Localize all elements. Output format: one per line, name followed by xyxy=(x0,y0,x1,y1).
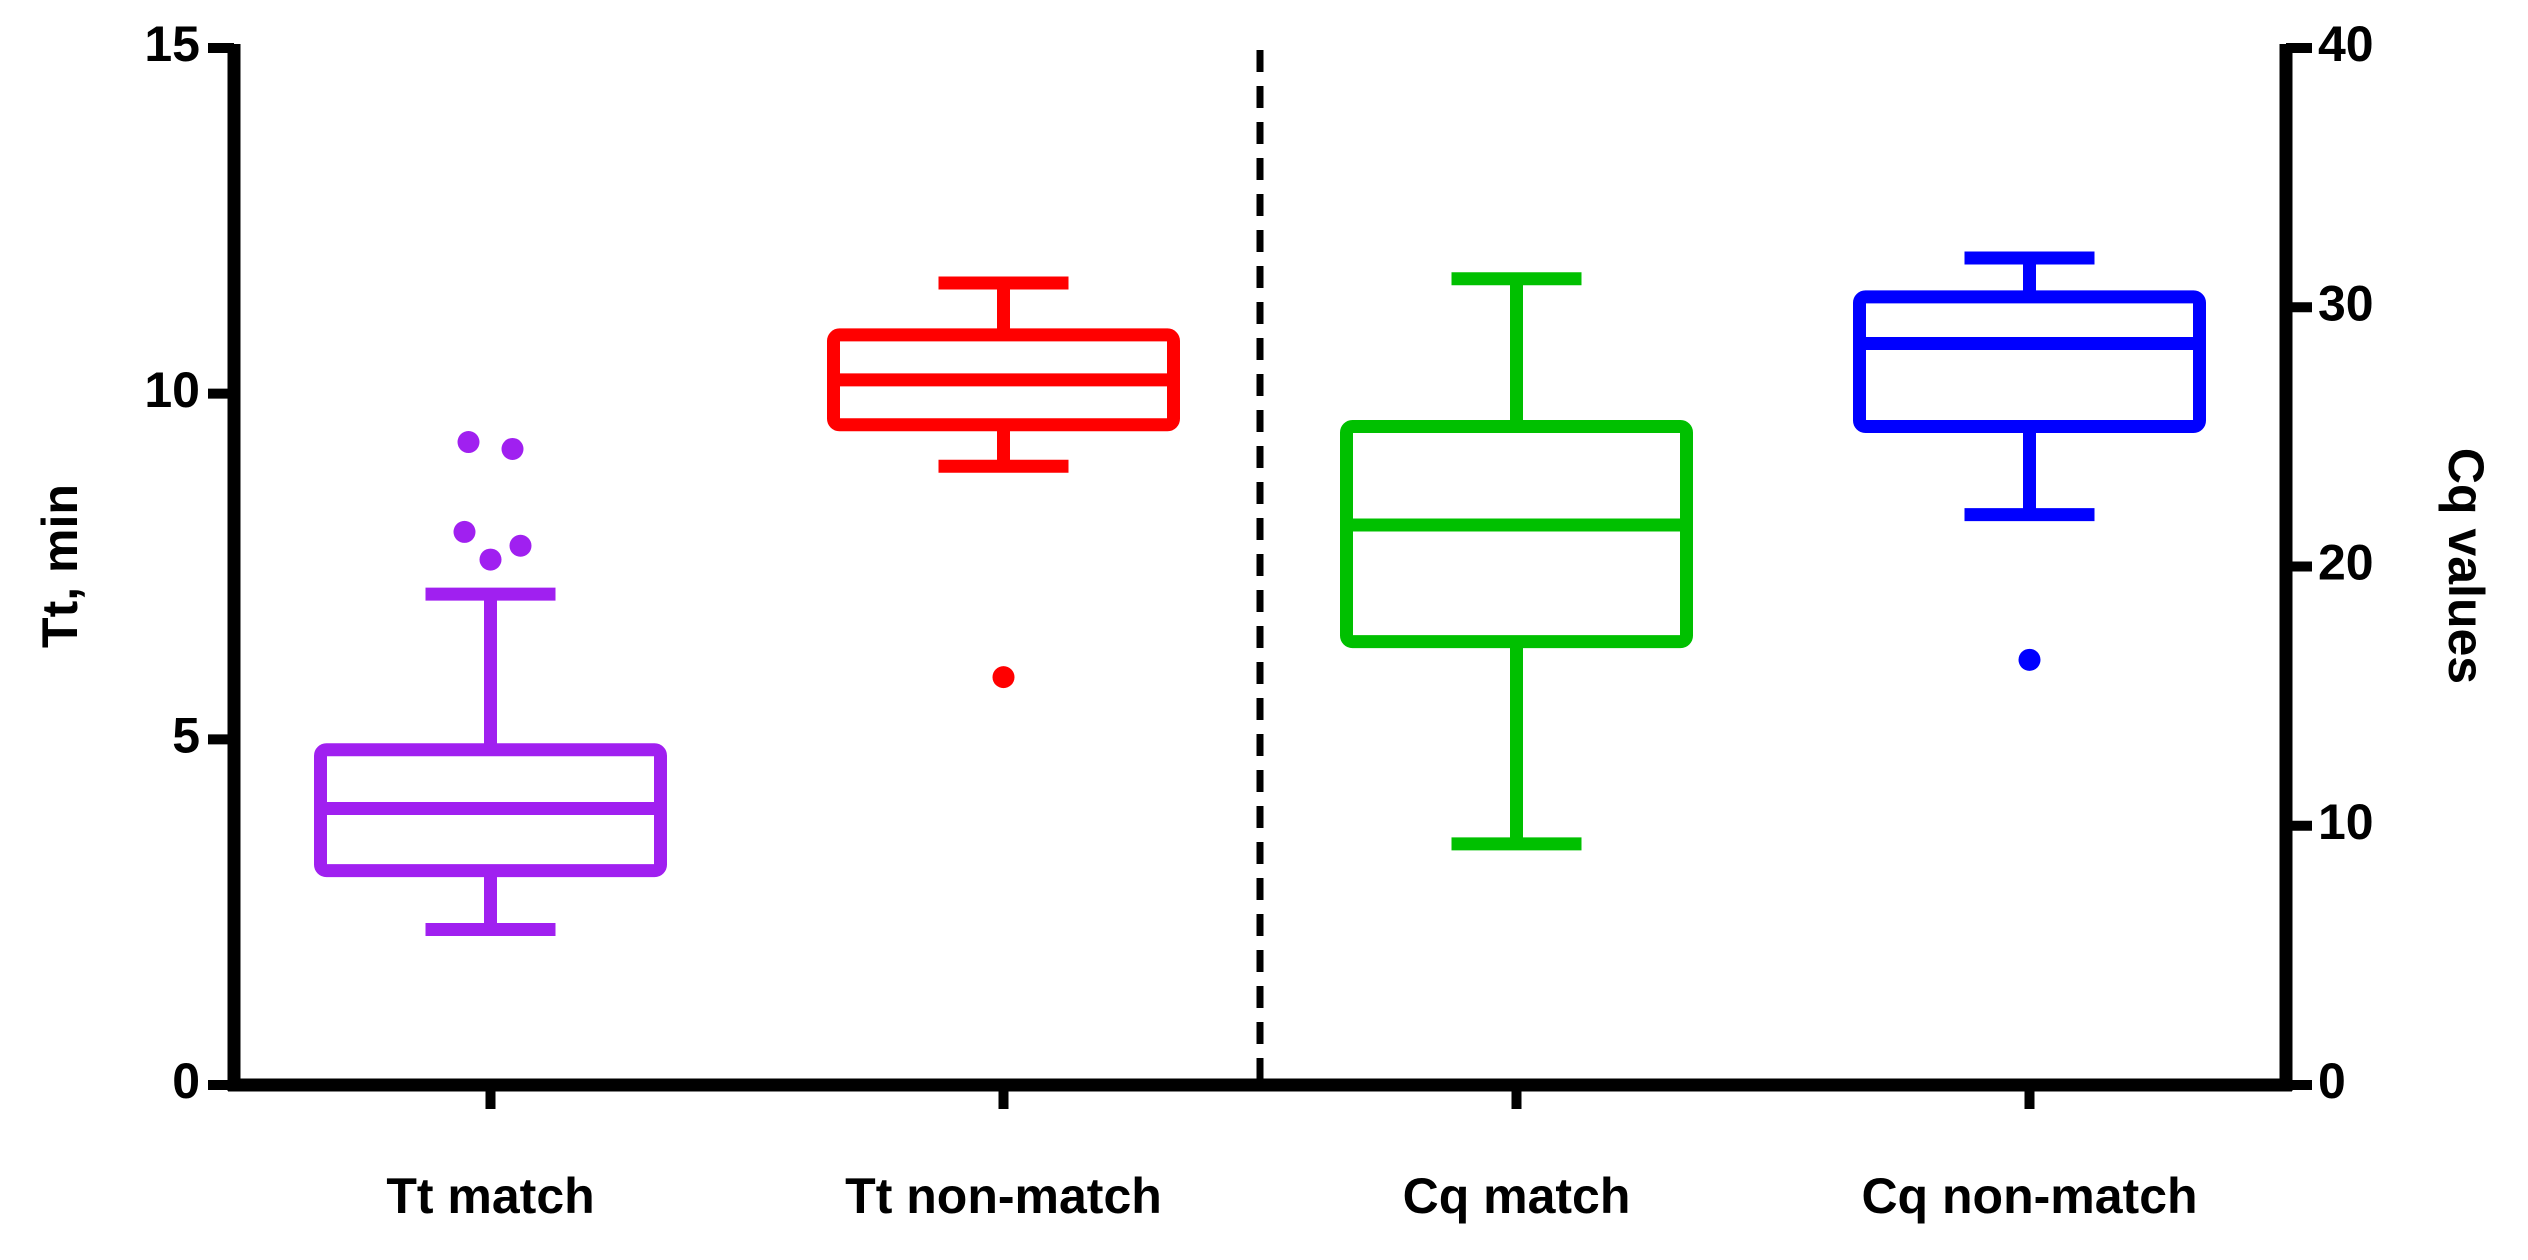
y-tick-label: 0 xyxy=(172,1053,200,1109)
x-tick-label: Tt match xyxy=(386,1168,594,1224)
outlier xyxy=(501,437,524,460)
outlier xyxy=(992,666,1015,689)
outlier xyxy=(457,431,480,454)
y2-tick-label: 20 xyxy=(2318,535,2374,591)
outlier xyxy=(453,520,476,543)
y-tick-label: 15 xyxy=(144,16,200,72)
outlier xyxy=(479,548,502,571)
outlier xyxy=(509,534,532,557)
y2-tick-label: 0 xyxy=(2318,1053,2346,1109)
y2-axis-title: Cq values xyxy=(2438,448,2494,684)
box xyxy=(1340,420,1693,649)
x-tick-label: Tt non-match xyxy=(845,1168,1162,1224)
y2-tick-label: 30 xyxy=(2318,275,2374,331)
outlier xyxy=(2018,648,2041,671)
y2-tick-label: 10 xyxy=(2318,794,2374,850)
x-tick-label: Cq non-match xyxy=(1861,1168,2197,1224)
x-tick-label: Cq match xyxy=(1403,1168,1631,1224)
box xyxy=(1853,290,2206,434)
y-tick-label: 10 xyxy=(144,362,200,418)
y-tick-label: 5 xyxy=(172,708,200,764)
y-axis-title: Tt, min xyxy=(32,484,88,648)
y2-tick-label: 40 xyxy=(2318,16,2374,72)
